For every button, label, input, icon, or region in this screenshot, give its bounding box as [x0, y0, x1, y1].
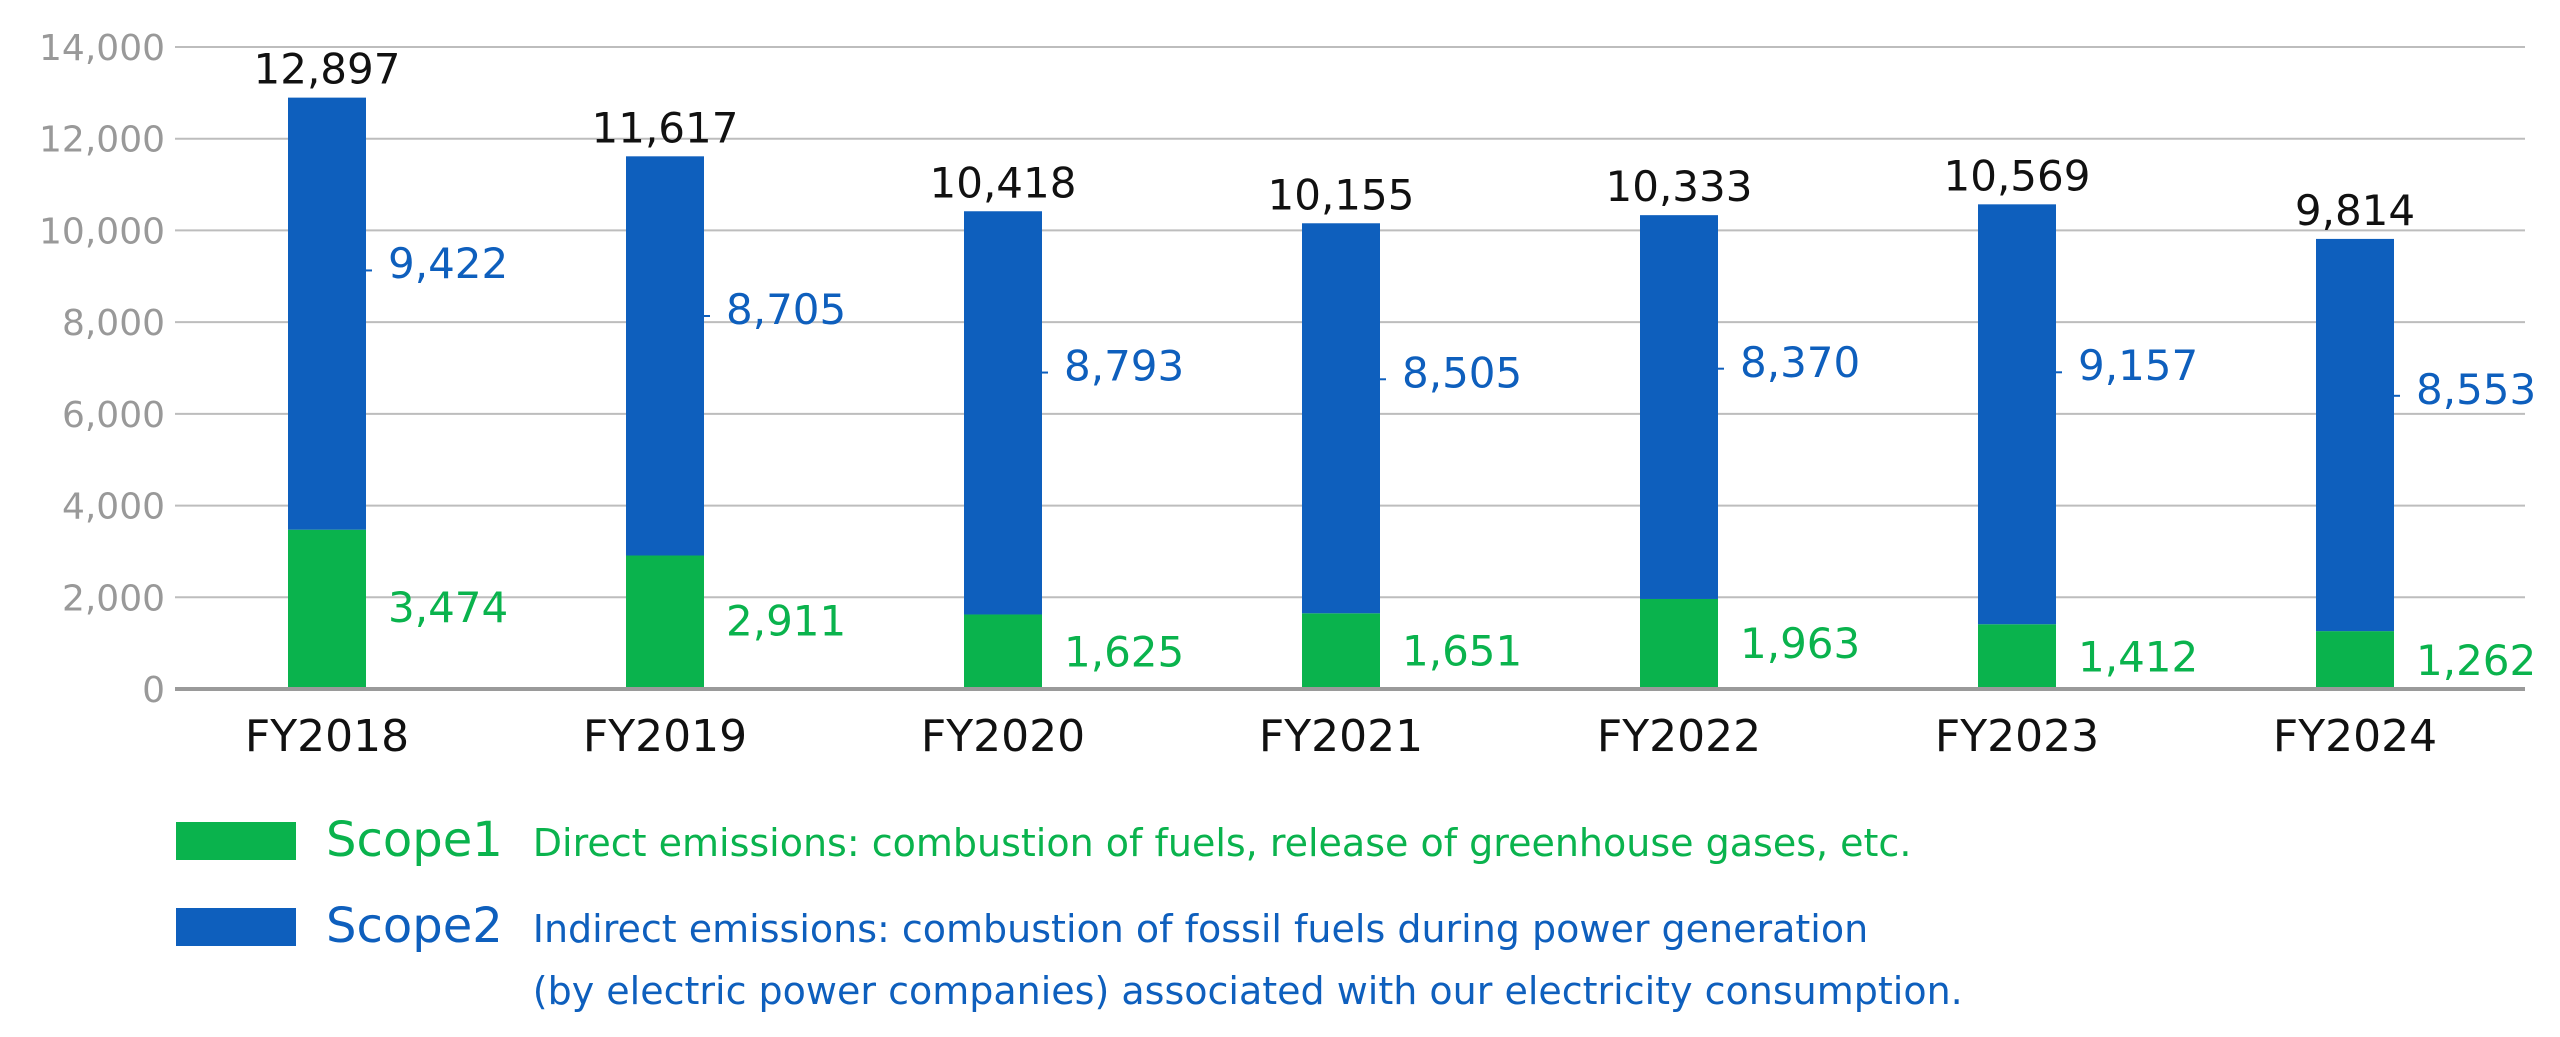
scope2-value-label: 9,157: [2078, 341, 2198, 390]
scope2-value-label: 8,505: [1402, 348, 1522, 397]
total-value-label: 11,617: [592, 103, 739, 152]
scope2-value-label: 8,705: [726, 285, 846, 334]
legend-item-scope2: Scope2 Indirect emissions: combustion of…: [176, 902, 1963, 1022]
scope1-bar: [964, 614, 1042, 689]
y-tick-label: 8,000: [62, 303, 165, 344]
scope1-swatch: [176, 822, 296, 860]
scope1-value-label: 1,412: [2078, 632, 2198, 681]
scope2-legend-description-line1: Indirect emissions: combustion of fossil…: [532, 907, 1869, 951]
scope2-bar: [964, 211, 1042, 615]
scope1-bar: [2316, 631, 2394, 689]
scope1-legend-name: Scope1: [326, 812, 503, 868]
total-value-label: 10,569: [1944, 151, 2091, 200]
scope1-bar: [1302, 613, 1380, 689]
scope1-value-label: 1,625: [1064, 627, 1184, 676]
scope2-bar: [1640, 215, 1718, 599]
scope1-bar: [626, 555, 704, 689]
scope1-bar: [1978, 624, 2056, 689]
x-category-label: FY2023: [1935, 711, 2099, 760]
total-value-label: 10,155: [1268, 170, 1415, 219]
scope1-legend-description: Direct emissions: combustion of fuels, r…: [532, 821, 1912, 865]
total-value-label: 12,897: [254, 45, 401, 94]
x-category-label: FY2022: [1597, 711, 1761, 760]
x-category-label: FY2024: [2273, 711, 2437, 760]
scope1-value-label: 2,911: [726, 597, 846, 646]
x-category-label: FY2019: [583, 711, 747, 760]
scope1-bar: [288, 529, 366, 689]
scope1-value-label: 1,963: [1740, 619, 1860, 668]
y-tick-label: 10,000: [39, 211, 165, 252]
total-value-label: 10,418: [930, 158, 1077, 207]
scope2-bar: [288, 97, 366, 530]
total-value-label: 10,333: [1606, 162, 1753, 211]
scope1-value-label: 3,474: [388, 583, 508, 632]
scope2-swatch: [176, 908, 296, 946]
scope2-legend-description-line2: (by electric power companies) associated…: [532, 969, 1963, 1013]
scope2-value-label: 8,793: [1064, 341, 1184, 390]
emissions-chart: 0 2,000 4,000 6,000 8,000 10,000 12,000 14,000 9…: [39, 28, 2536, 760]
scope2-bar: [2316, 238, 2394, 632]
scope2-value-label: 8,553: [2416, 365, 2536, 414]
scope1-value-label: 1,262: [2416, 636, 2536, 685]
y-tick-label: 4,000: [62, 487, 165, 528]
y-tick-label: 0: [142, 670, 165, 711]
scope2-legend-name: Scope2: [326, 898, 503, 954]
x-category-label: FY2020: [921, 711, 1085, 760]
x-category-label: FY2021: [1259, 711, 1423, 760]
y-tick-label: 2,000: [62, 578, 165, 619]
y-tick-label: 6,000: [62, 395, 165, 436]
scope2-legend-description: Indirect emissions: combustion of fossil…: [533, 898, 1963, 1022]
legend-item-scope1: Scope1 Direct emissions: combustion of f…: [176, 816, 1911, 874]
y-tick-label: 12,000: [39, 120, 165, 161]
scope2-bar: [1302, 223, 1380, 614]
scope2-value-label: 9,422: [388, 239, 508, 288]
y-tick-label: 14,000: [39, 28, 165, 69]
scope2-bar: [626, 156, 704, 556]
scope1-bar: [1640, 598, 1718, 689]
scope1-value-label: 1,651: [1402, 627, 1522, 676]
total-value-label: 9,814: [2295, 186, 2415, 235]
scope2-value-label: 8,370: [1740, 338, 1860, 387]
scope2-bar: [1978, 204, 2056, 625]
x-category-label: FY2018: [245, 711, 409, 760]
